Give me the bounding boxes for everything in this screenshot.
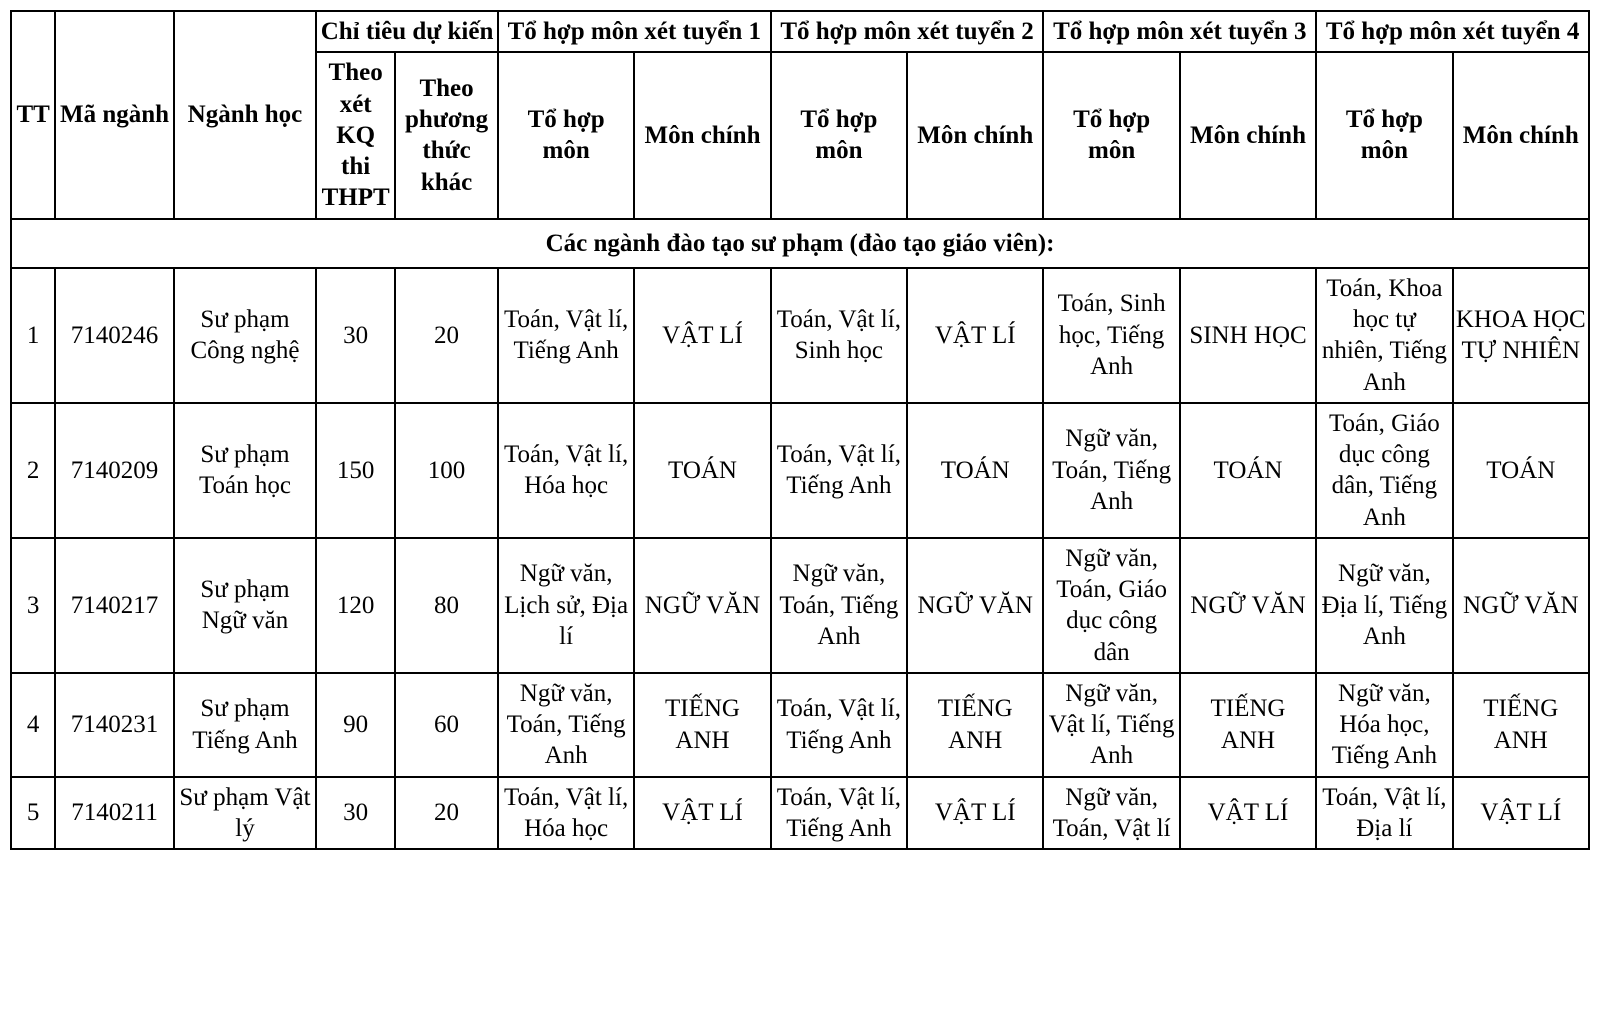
cell-c3a: Ngữ văn, Toán, Tiếng Anh bbox=[1043, 403, 1179, 538]
header-combo3-sub2: Môn chính bbox=[1180, 52, 1316, 218]
table-header: TT Mã ngành Ngành học Chỉ tiêu dự kiến T… bbox=[11, 11, 1589, 219]
cell-c2b: NGỮ VĂN bbox=[907, 538, 1043, 673]
admissions-table: TT Mã ngành Ngành học Chỉ tiêu dự kiến T… bbox=[10, 10, 1590, 850]
cell-c1a: Toán, Vật lí, Hóa học bbox=[498, 777, 634, 850]
header-combo1: Tổ hợp môn xét tuyển 1 bbox=[498, 11, 771, 52]
cell-major: Sư phạm Công nghệ bbox=[174, 268, 316, 403]
cell-c3b: TOÁN bbox=[1180, 403, 1316, 538]
cell-c2a: Toán, Vật lí, Tiếng Anh bbox=[771, 777, 907, 850]
cell-code: 7140217 bbox=[55, 538, 174, 673]
header-combo3-sub1: Tổ hợp môn bbox=[1043, 52, 1179, 218]
cell-q1: 30 bbox=[316, 268, 395, 403]
cell-c4a: Toán, Giáo dục công dân, Tiếng Anh bbox=[1316, 403, 1452, 538]
cell-c4b: TIẾNG ANH bbox=[1453, 673, 1589, 777]
cell-c1b: TIẾNG ANH bbox=[634, 673, 770, 777]
cell-c4b: TOÁN bbox=[1453, 403, 1589, 538]
table-row: 57140211Sư phạm Vật lý3020Toán, Vật lí, … bbox=[11, 777, 1589, 850]
cell-q2: 60 bbox=[395, 673, 498, 777]
header-code: Mã ngành bbox=[55, 11, 174, 219]
cell-c4a: Toán, Vật lí, Địa lí bbox=[1316, 777, 1452, 850]
cell-c4b: NGỮ VĂN bbox=[1453, 538, 1589, 673]
cell-c3b: NGỮ VĂN bbox=[1180, 538, 1316, 673]
cell-c1b: TOÁN bbox=[634, 403, 770, 538]
cell-c4b: VẬT LÍ bbox=[1453, 777, 1589, 850]
cell-c2b: TIẾNG ANH bbox=[907, 673, 1043, 777]
table-row: 27140209Sư phạm Toán học150100Toán, Vật … bbox=[11, 403, 1589, 538]
cell-q1: 90 bbox=[316, 673, 395, 777]
cell-q2: 80 bbox=[395, 538, 498, 673]
cell-c1a: Toán, Vật lí, Hóa học bbox=[498, 403, 634, 538]
cell-tt: 2 bbox=[11, 403, 55, 538]
header-combo2-sub2: Môn chính bbox=[907, 52, 1043, 218]
cell-q2: 100 bbox=[395, 403, 498, 538]
header-tt: TT bbox=[11, 11, 55, 219]
cell-c2a: Toán, Vật lí, Tiếng Anh bbox=[771, 403, 907, 538]
table-row: 37140217Sư phạm Ngữ văn12080Ngữ văn, Lịc… bbox=[11, 538, 1589, 673]
cell-major: Sư phạm Toán học bbox=[174, 403, 316, 538]
cell-c2a: Toán, Vật lí, Tiếng Anh bbox=[771, 673, 907, 777]
cell-c1a: Toán, Vật lí, Tiếng Anh bbox=[498, 268, 634, 403]
cell-q1: 30 bbox=[316, 777, 395, 850]
cell-c1a: Ngữ văn, Toán, Tiếng Anh bbox=[498, 673, 634, 777]
table-row: 47140231Sư phạm Tiếng Anh9060Ngữ văn, To… bbox=[11, 673, 1589, 777]
cell-tt: 5 bbox=[11, 777, 55, 850]
cell-tt: 4 bbox=[11, 673, 55, 777]
cell-c3b: TIẾNG ANH bbox=[1180, 673, 1316, 777]
header-quota: Chỉ tiêu dự kiến bbox=[316, 11, 498, 52]
cell-major: Sư phạm Ngữ văn bbox=[174, 538, 316, 673]
cell-c3a: Ngữ văn, Toán, Giáo dục công dân bbox=[1043, 538, 1179, 673]
cell-major: Sư phạm Tiếng Anh bbox=[174, 673, 316, 777]
table-body: Các ngành đào tạo sư phạm (đào tạo giáo … bbox=[11, 219, 1589, 850]
cell-code: 7140246 bbox=[55, 268, 174, 403]
cell-q2: 20 bbox=[395, 268, 498, 403]
table-row: 17140246Sư phạm Công nghệ3020Toán, Vật l… bbox=[11, 268, 1589, 403]
cell-c2b: VẬT LÍ bbox=[907, 268, 1043, 403]
cell-major: Sư phạm Vật lý bbox=[174, 777, 316, 850]
cell-code: 7140211 bbox=[55, 777, 174, 850]
cell-q2: 20 bbox=[395, 777, 498, 850]
header-quota-sub1: Theo xét KQ thi THPT bbox=[316, 52, 395, 218]
cell-c4a: Ngữ văn, Hóa học, Tiếng Anh bbox=[1316, 673, 1452, 777]
cell-c4a: Toán, Khoa học tự nhiên, Tiếng Anh bbox=[1316, 268, 1452, 403]
cell-c3a: Ngữ văn, Vật lí, Tiếng Anh bbox=[1043, 673, 1179, 777]
header-major: Ngành học bbox=[174, 11, 316, 219]
cell-code: 7140231 bbox=[55, 673, 174, 777]
cell-c1b: NGỮ VĂN bbox=[634, 538, 770, 673]
cell-c3a: Toán, Sinh học, Tiếng Anh bbox=[1043, 268, 1179, 403]
cell-c4a: Ngữ văn, Địa lí, Tiếng Anh bbox=[1316, 538, 1452, 673]
cell-c2a: Ngữ văn, Toán, Tiếng Anh bbox=[771, 538, 907, 673]
header-combo1-sub1: Tổ hợp môn bbox=[498, 52, 634, 218]
cell-c2b: TOÁN bbox=[907, 403, 1043, 538]
header-combo4-sub2: Môn chính bbox=[1453, 52, 1589, 218]
section-title-row: Các ngành đào tạo sư phạm (đào tạo giáo … bbox=[11, 219, 1589, 268]
header-combo3: Tổ hợp môn xét tuyển 3 bbox=[1043, 11, 1316, 52]
cell-c4b: KHOA HỌC TỰ NHIÊN bbox=[1453, 268, 1589, 403]
cell-c3b: SINH HỌC bbox=[1180, 268, 1316, 403]
header-combo2-sub1: Tổ hợp môn bbox=[771, 52, 907, 218]
cell-tt: 3 bbox=[11, 538, 55, 673]
cell-code: 7140209 bbox=[55, 403, 174, 538]
cell-c3b: VẬT LÍ bbox=[1180, 777, 1316, 850]
header-combo4-sub1: Tổ hợp môn bbox=[1316, 52, 1452, 218]
cell-c1b: VẬT LÍ bbox=[634, 777, 770, 850]
header-combo4: Tổ hợp môn xét tuyển 4 bbox=[1316, 11, 1589, 52]
cell-q1: 150 bbox=[316, 403, 395, 538]
header-quota-sub2: Theo phương thức khác bbox=[395, 52, 498, 218]
cell-c2a: Toán, Vật lí, Sinh học bbox=[771, 268, 907, 403]
cell-tt: 1 bbox=[11, 268, 55, 403]
section-title: Các ngành đào tạo sư phạm (đào tạo giáo … bbox=[11, 219, 1589, 268]
header-combo2: Tổ hợp môn xét tuyển 2 bbox=[771, 11, 1044, 52]
cell-c2b: VẬT LÍ bbox=[907, 777, 1043, 850]
header-combo1-sub2: Môn chính bbox=[634, 52, 770, 218]
cell-c1b: VẬT LÍ bbox=[634, 268, 770, 403]
cell-c3a: Ngữ văn, Toán, Vật lí bbox=[1043, 777, 1179, 850]
cell-c1a: Ngữ văn, Lịch sử, Địa lí bbox=[498, 538, 634, 673]
cell-q1: 120 bbox=[316, 538, 395, 673]
